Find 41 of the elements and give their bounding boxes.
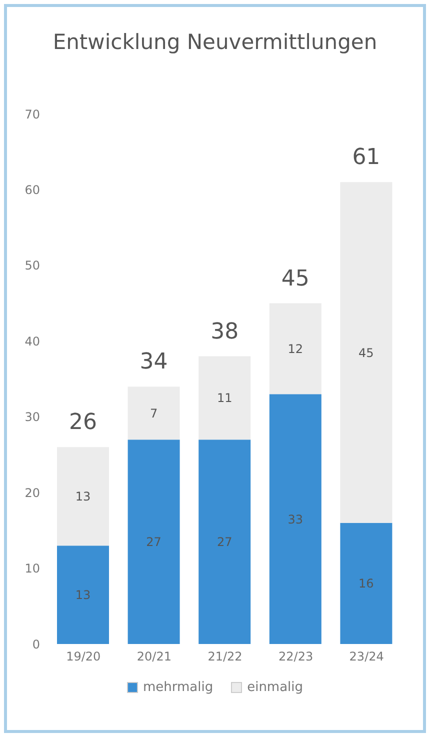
x-tick-label: 20/21 [136,650,172,664]
bar [269,303,322,394]
y-tick-label: 20 [24,486,40,500]
x-tick-label: 23/24 [349,650,384,664]
total-label: 45 [281,266,310,292]
total-label: 38 [210,319,239,344]
x-tick-label: 22/23 [278,650,314,664]
data-label: 7 [150,406,158,420]
bar [128,386,180,440]
bar [340,182,392,523]
y-tick-label: 10 [24,562,40,576]
bar [198,356,251,440]
y-tick-label: 60 [24,182,40,197]
y-tick-label: 50 [24,258,40,273]
total-label: 34 [140,350,168,375]
x-tick-label: 21/22 [208,650,242,664]
data-label: 13 [75,490,91,504]
data-label: 12 [288,342,304,356]
data-label: 45 [358,346,374,360]
total-label: 26 [69,410,97,436]
bar [269,394,322,644]
data-label: 16 [358,576,374,591]
bar [128,440,180,644]
data-label: 27 [146,535,162,550]
data-label: 13 [75,588,91,602]
data-label: 27 [216,535,232,550]
legend-label: einmalig [247,680,304,695]
y-tick-label: 0 [32,637,40,652]
y-tick-label: 70 [24,107,40,122]
x-tick-label: 19/20 [66,650,101,664]
bar [57,546,109,644]
bar [198,440,251,644]
chart-title: Entwicklung Neuvermittlungen [52,30,378,54]
y-tick-label: 40 [24,334,40,348]
bar [340,522,392,644]
total-label: 61 [352,145,380,170]
legend-label: mehrmalig [142,680,214,695]
bar [57,447,109,546]
data-label: 11 [216,391,232,406]
data-label: 33 [288,512,304,526]
y-tick-label: 30 [24,410,40,424]
